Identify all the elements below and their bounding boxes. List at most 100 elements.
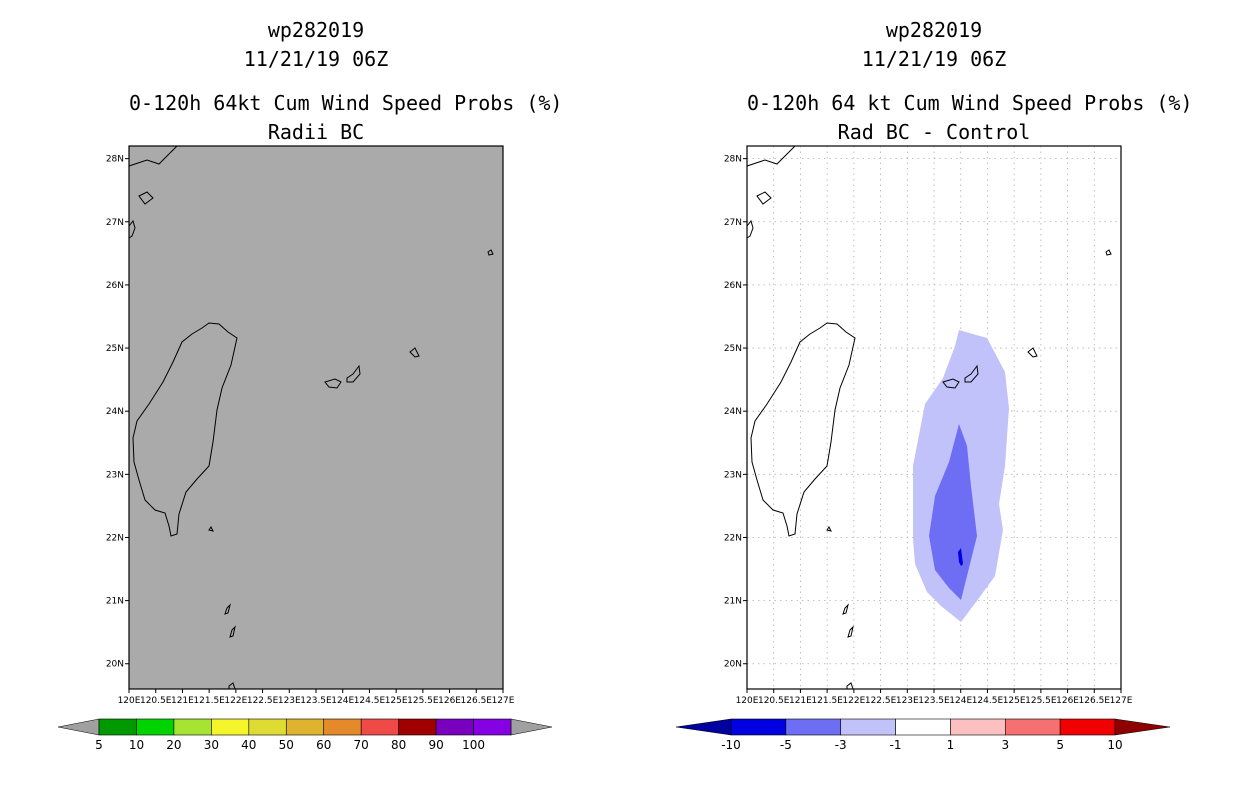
right-colorbar-swatch — [1004, 718, 1061, 736]
left-lon-ticks: 120E 120.5E 121E 121.5E 122E 122.5E 123E 123.5E… — [118, 689, 515, 706]
right-colorbar-label: -10 — [721, 738, 741, 752]
right-colorbar-label: 3 — [1001, 738, 1009, 752]
left-lon-tick-label: 125E — [385, 696, 408, 706]
right-lon-tick-label: 123.5E — [918, 696, 950, 706]
left-colorbar-swatch — [98, 718, 137, 736]
right-lon-tick-label: 126.5E — [1079, 696, 1111, 706]
right-lat-ticks: 28N 27N 26N 25N 24N 23N 22N 21N 20N — [724, 155, 747, 670]
right-lat-tick-label: 27N — [724, 218, 742, 228]
left-lon-tick-label: 123.5E — [300, 696, 332, 706]
right-colorbar-swatch — [785, 718, 842, 736]
right-lon-tick-label: 120.5E — [758, 696, 790, 706]
right-lon-tick-label: 121E — [789, 696, 812, 706]
right-colorbar-label: -1 — [890, 738, 902, 752]
left-datetime: 11/21/19 06Z — [243, 47, 389, 71]
left-lat-tick-label: 21N — [106, 597, 124, 607]
right-lon-tick-label: 125E — [1003, 696, 1026, 706]
right-colorbar-label: 10 — [1107, 738, 1122, 752]
contour-minus-5-to-minus-10 — [958, 548, 963, 566]
right-map — [746, 145, 1122, 690]
right-lon-tick-label: 120E — [736, 696, 759, 706]
right-lon-tick-label: 124.5E — [972, 696, 1004, 706]
left-lat-tick-label: 25N — [106, 344, 124, 354]
left-lat-tick-label: 28N — [106, 155, 124, 165]
right-lon-tick-label: 127E — [1110, 696, 1133, 706]
left-lon-tick-label: 122E — [224, 696, 247, 706]
left-lat-tick-label: 24N — [106, 407, 124, 417]
right-storm-id: wp282019 — [885, 18, 983, 42]
left-lon-tick-label: 126.5E — [461, 696, 493, 706]
right-lat-tick-label: 24N — [724, 407, 742, 417]
right-lon-tick-label: 123E — [896, 696, 919, 706]
left-colorbar-label: 50 — [279, 738, 294, 752]
left-lon-tick-label: 121E — [171, 696, 194, 706]
right-colorbar-swatch — [950, 718, 1006, 736]
left-lon-tick-label: 123E — [278, 696, 301, 706]
right-lon-tick-label: 124E — [949, 696, 972, 706]
right-colorbar-arrow-low — [675, 718, 732, 736]
right-product-title: 0-120h 64 kt Cum Wind Speed Probs (%) — [747, 91, 1193, 115]
left-colorbar-swatch — [323, 718, 362, 736]
left-colorbar-label: 40 — [241, 738, 256, 752]
left-lon-tick-label: 121.5E — [193, 696, 225, 706]
left-colorbar-swatch — [360, 718, 399, 736]
left-colorbar-label: 90 — [428, 738, 443, 752]
left-colorbar-label: 100 — [462, 738, 485, 752]
right-lat-tick-label: 26N — [724, 281, 742, 291]
left-product-title: 0-120h 64kt Cum Wind Speed Probs (%) — [129, 91, 563, 115]
right-lon-tick-label: 122E — [842, 696, 865, 706]
left-colorbar-label: 70 — [354, 738, 369, 752]
left-lat-tick-label: 20N — [106, 660, 124, 670]
left-lon-tick-label: 120E — [118, 696, 141, 706]
left-colorbar-label: 20 — [166, 738, 181, 752]
right-lat-tick-label: 25N — [724, 344, 742, 354]
right-colorbar-swatch — [1059, 718, 1116, 736]
right-colorbar-label: -5 — [780, 738, 792, 752]
left-colorbar-swatch — [211, 718, 250, 736]
left-lat-tick-label: 22N — [106, 533, 124, 543]
left-colorbar-arrow-low — [57, 718, 100, 736]
left-lon-tick-label: 125.5E — [407, 696, 439, 706]
left-lat-tick-label: 26N — [106, 281, 124, 291]
right-lon-tick-label: 122.5E — [865, 696, 897, 706]
left-colorbar-label: 30 — [204, 738, 219, 752]
right-lat-tick-label: 21N — [724, 597, 742, 607]
right-colorbar-label: 5 — [1056, 738, 1064, 752]
left-colorbar-swatch — [435, 718, 474, 736]
left-colorbar-swatch — [173, 718, 212, 736]
left-colorbar-swatch — [473, 718, 512, 736]
right-colorbar: -10 -5 -3 -1 1 3 5 10 — [675, 718, 1171, 752]
left-colorbar-swatch — [248, 718, 287, 736]
left-colorbar-swatch — [398, 718, 437, 736]
right-colorbar-arrow-high — [1114, 718, 1171, 736]
right-colorbar-swatch — [730, 718, 787, 736]
left-colorbar-label: 80 — [391, 738, 406, 752]
contour-minus-3-to-minus-5 — [929, 424, 977, 600]
left-lon-tick-label: 120.5E — [140, 696, 172, 706]
left-lon-tick-label: 126E — [438, 696, 461, 706]
left-colorbar-label: 5 — [95, 738, 103, 752]
right-lat-tick-label: 28N — [724, 155, 742, 165]
left-colorbar: 5 10 20 30 40 50 60 70 80 90 100 — [57, 718, 553, 752]
left-colorbar-swatch — [136, 718, 175, 736]
left-colorbar-arrow-high — [510, 718, 553, 736]
right-datetime: 11/21/19 06Z — [861, 47, 1007, 71]
left-storm-id: wp282019 — [267, 18, 365, 42]
left-map-background — [128, 145, 504, 690]
left-lon-tick-label: 124.5E — [354, 696, 386, 706]
right-colorbar-label: 1 — [947, 738, 955, 752]
right-colorbar-swatch — [840, 718, 896, 736]
left-colorbar-label: 10 — [129, 738, 144, 752]
left-colorbar-swatch — [285, 718, 325, 736]
left-colorbar-label: 60 — [316, 738, 331, 752]
right-lon-tick-label: 126E — [1056, 696, 1079, 706]
left-subtitle: Radii BC — [267, 120, 365, 144]
left-lon-tick-label: 124E — [331, 696, 354, 706]
right-colorbar-swatch — [895, 718, 951, 736]
left-lon-tick-label: 122.5E — [247, 696, 279, 706]
left-lat-tick-label: 23N — [106, 470, 124, 480]
right-lon-tick-label: 125.5E — [1025, 696, 1057, 706]
right-colorbar-label: -3 — [835, 738, 847, 752]
right-lon-tick-label: 121.5E — [811, 696, 843, 706]
left-lat-ticks: 28N 27N 26N 25N 24N 23N 22N 21N 20N — [106, 155, 129, 670]
